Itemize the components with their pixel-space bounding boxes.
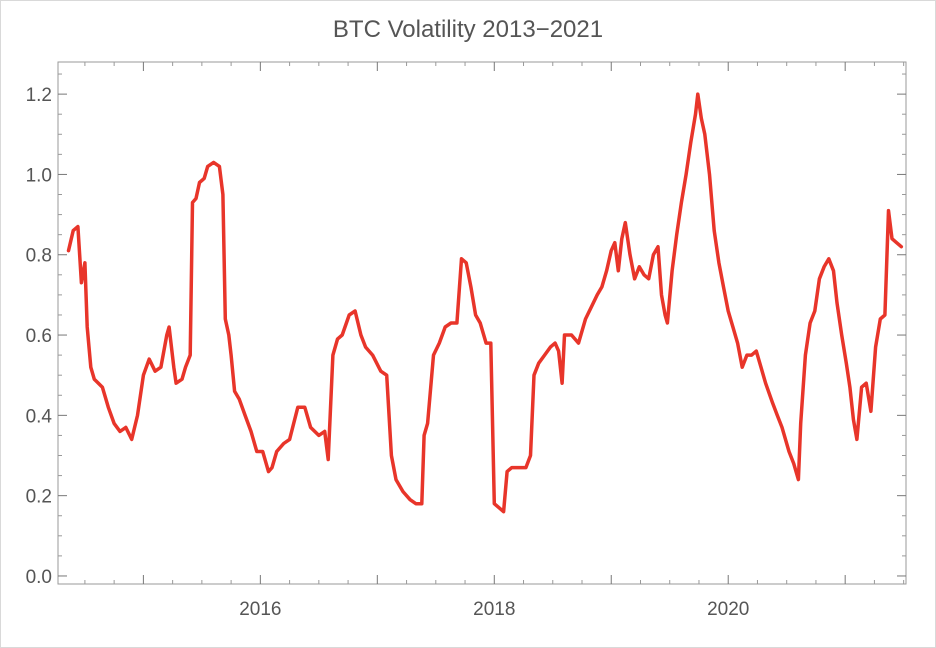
x-tick-label: 2020 bbox=[707, 599, 749, 620]
y-tick-label: 0.4 bbox=[26, 406, 53, 427]
plot-area bbox=[57, 61, 907, 585]
axes: 2016 2018 2020 0.0 0.2 0.4 0.6 0.8 1.0 1.2 bbox=[26, 62, 906, 620]
y-tick-label: 1.2 bbox=[26, 85, 52, 106]
y-tick-label: 0.6 bbox=[26, 326, 52, 347]
series-line-0 bbox=[66, 92, 904, 514]
chart-title: BTC Volatility 2013−2021 bbox=[332, 16, 604, 43]
x-tick-label: 2018 bbox=[473, 599, 515, 620]
y-tick-label: 1.0 bbox=[26, 165, 52, 186]
y-tick-label: 0.8 bbox=[26, 246, 52, 267]
plot-border bbox=[57, 61, 907, 585]
y-tick-label: 0.2 bbox=[26, 487, 52, 508]
y-tick-label: 0.0 bbox=[26, 567, 52, 588]
series-layer bbox=[66, 92, 904, 514]
x-tick-label: 2016 bbox=[239, 599, 281, 620]
